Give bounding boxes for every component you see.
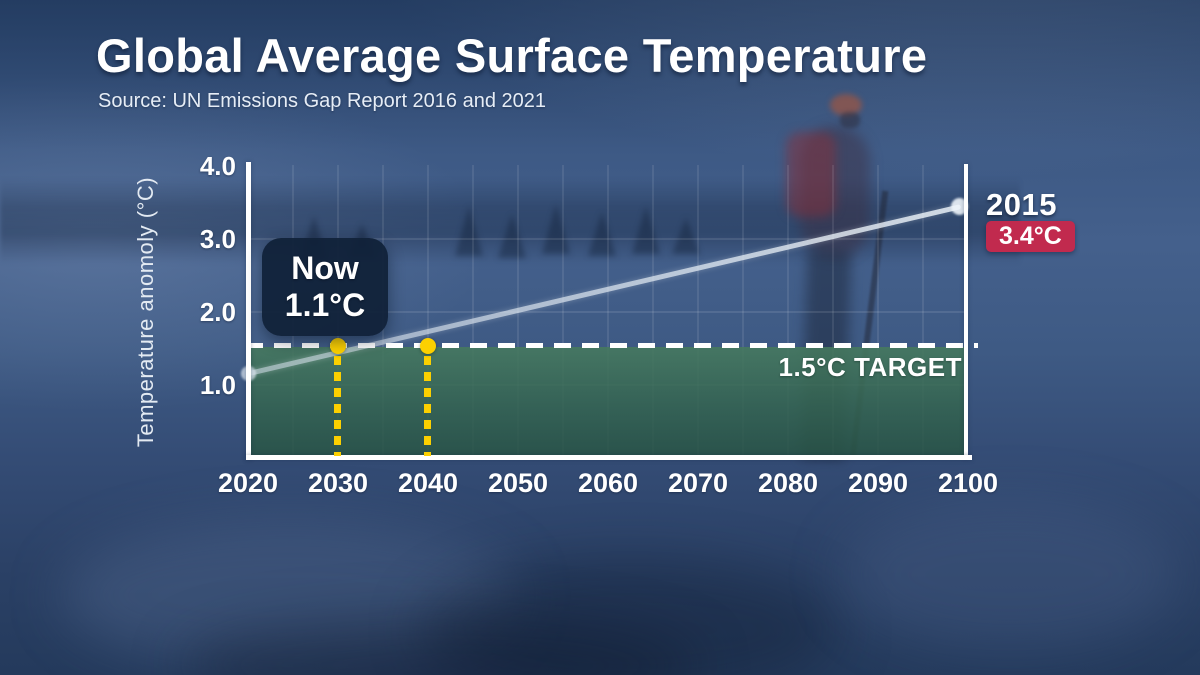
marker-dropline-2040	[424, 356, 431, 456]
gridline-h	[251, 311, 964, 313]
firefighter-helmet	[830, 94, 862, 116]
tree-shape	[498, 214, 526, 258]
marker-dot-2030	[330, 338, 346, 354]
gridline-h	[251, 238, 964, 240]
gridline-v	[877, 165, 879, 455]
gridline-v	[562, 165, 564, 455]
right-border-line	[964, 164, 968, 458]
target-line-label: 1.5°C TARGET	[778, 352, 962, 382]
projection-line-end	[951, 198, 968, 215]
gridline-v	[607, 165, 609, 455]
now-callout-value: 1.1°C	[284, 287, 366, 323]
ridge-shadow	[0, 0, 1200, 150]
gridline-v	[787, 165, 789, 455]
marker-dot-2040	[420, 338, 436, 354]
target-dashed-line	[246, 343, 978, 348]
x-tick-2040: 2040	[397, 468, 459, 498]
y-tick-1: 1.0	[199, 370, 236, 400]
gridline-v	[652, 165, 654, 455]
x-axis-line	[246, 455, 972, 460]
target-zone	[251, 347, 964, 455]
y-tick-4: 4.0	[199, 151, 236, 181]
x-tick-2020: 2020	[217, 468, 279, 498]
tree-shape	[672, 218, 700, 254]
projection-year-label: 2015	[986, 187, 1057, 222]
now-callout: Now 1.1°C	[262, 238, 388, 336]
now-callout-label: Now	[291, 250, 359, 286]
x-tick-2030: 2030	[307, 468, 369, 498]
gridline-v	[472, 165, 474, 455]
x-tick-2090: 2090	[847, 468, 909, 498]
x-tick-2070: 2070	[667, 468, 729, 498]
y-axis-title: Temperature anomoly (°C)	[133, 176, 158, 448]
ground-haze	[60, 520, 520, 670]
gridline-v	[922, 165, 924, 455]
gridline-v	[832, 165, 834, 455]
y-axis-line	[246, 162, 251, 460]
tree-shape	[542, 204, 570, 254]
source-note: Source: UN Emissions Gap Report 2016 and…	[98, 90, 547, 112]
projection-value-badge: 3.4°C	[986, 221, 1075, 252]
ground-haze	[840, 500, 1180, 650]
marker-dropline-2030	[334, 356, 341, 456]
x-tick-2050: 2050	[487, 468, 549, 498]
treeline-silhouette	[0, 178, 1020, 264]
tree-shape	[455, 206, 483, 256]
x-tick-2080: 2080	[757, 468, 819, 498]
gridline-v	[697, 165, 699, 455]
gridline-v	[742, 165, 744, 455]
ground-shadow	[420, 560, 840, 675]
x-tick-2100: 2100	[937, 468, 999, 498]
gridline-v	[427, 165, 429, 455]
firefighter-backpack	[786, 132, 836, 217]
x-tick-2060: 2060	[577, 468, 639, 498]
tree-shape	[632, 206, 660, 254]
tree-shape	[588, 212, 616, 256]
y-tick-3: 3.0	[199, 224, 236, 254]
firefighter-head	[840, 112, 860, 128]
y-tick-2: 2.0	[199, 297, 236, 327]
page-title: Global Average Surface Temperature	[96, 29, 928, 82]
